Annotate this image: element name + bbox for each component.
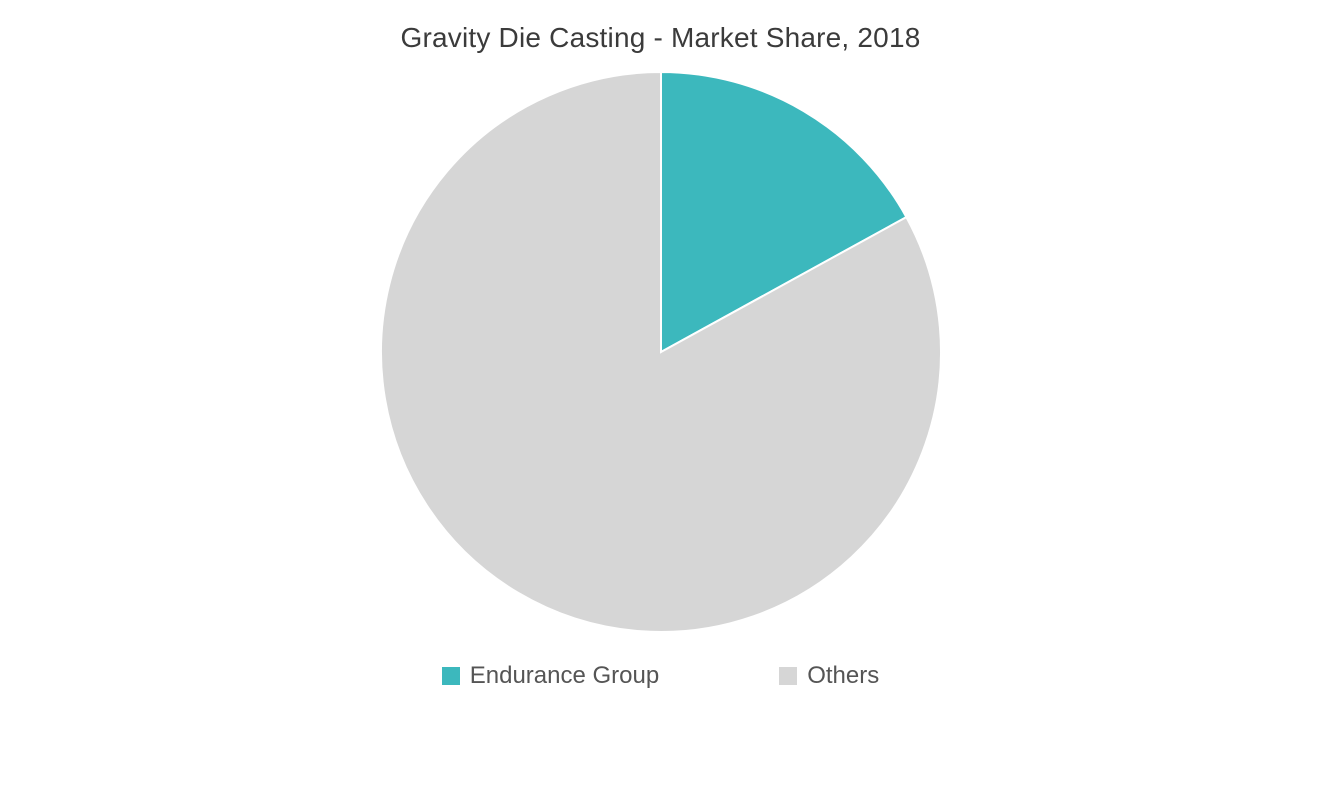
legend-item-endurance: Endurance Group [442,662,659,690]
pie-chart [381,72,941,632]
legend-label: Endurance Group [470,662,659,690]
legend-swatch [442,667,460,685]
legend-item-others: Others [779,662,879,690]
chart-title: Gravity Die Casting - Market Share, 2018 [401,22,921,54]
legend-label: Others [807,662,879,690]
legend: Endurance Group Others [442,662,880,690]
legend-swatch [779,667,797,685]
